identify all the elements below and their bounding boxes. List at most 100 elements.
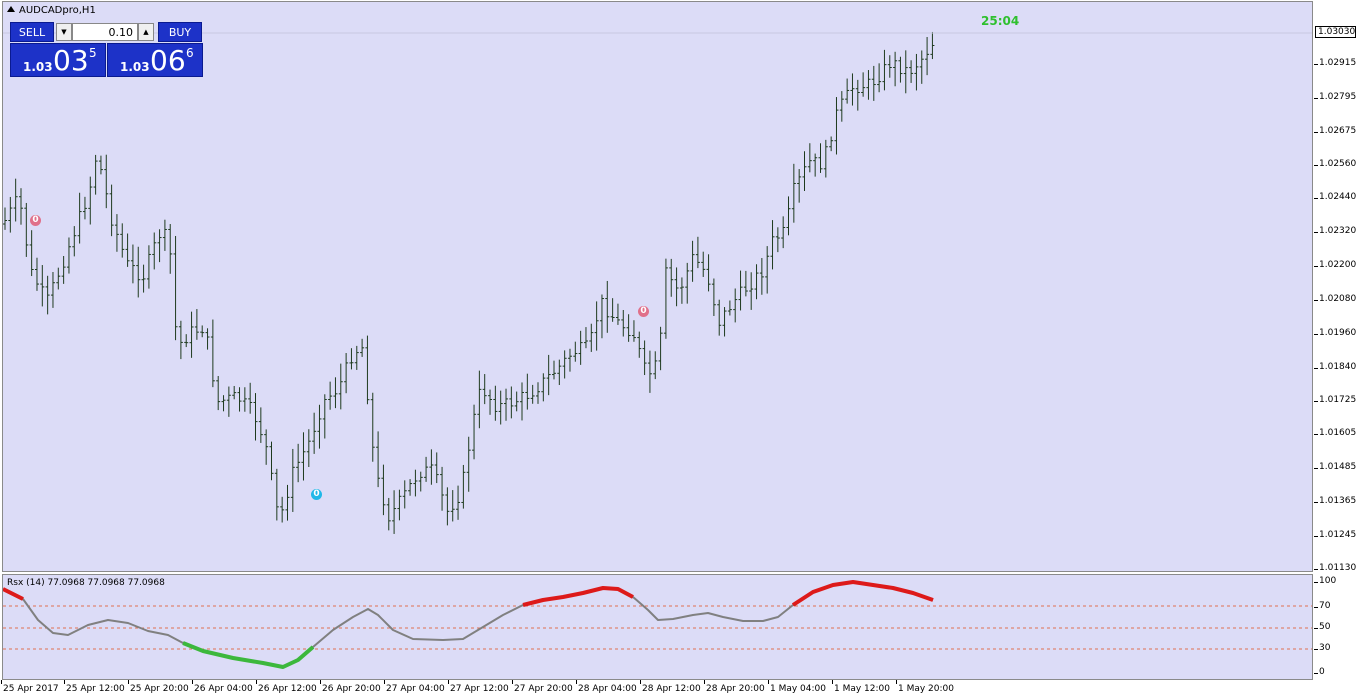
price-bar [93,154,98,195]
indicator-level-tick: 50 [1313,622,1331,632]
price-bar [237,387,242,412]
price-bar [695,236,700,269]
price-bar [482,374,487,405]
price-bar [338,363,343,410]
rsx-indicator-panel[interactable]: Rsx (14) 77.0968 77.0968 77.0968 [2,574,1313,680]
price-bar [653,351,658,380]
price-bar [797,169,802,203]
buy-button[interactable]: BUY [158,22,202,42]
price-bar [8,196,13,233]
price-bar [392,490,397,534]
sell-button[interactable]: SELL [10,22,54,42]
price-bar [781,216,786,249]
price-bar [200,325,205,338]
price-tick: 1.02200 [1313,260,1357,270]
price-bar [759,258,764,295]
price-bar [893,51,898,87]
price-bar [61,255,66,284]
indicator-level-tick: 100 [1313,576,1337,586]
price-bar [376,431,381,488]
sell-price-quote[interactable]: 1.03 03 5 [10,43,106,77]
price-bar [727,300,732,316]
price-axis[interactable]: 1.02915 1.02795 1.02675 1.02560 1.02440 … [1313,0,1358,680]
price-bar [72,226,77,257]
price-tick: 1.01725 [1313,395,1357,405]
buy-price-quote[interactable]: 1.03 06 6 [107,43,203,77]
price-bar [77,192,82,244]
price-bar [887,55,892,78]
price-bar [168,224,173,274]
price-chart-panel[interactable]: AUDCADpro,H1 25:04 SELL ▼ ▲ BUY 1.03 03 … [2,1,1313,572]
time-tick: 1 May 20:00 [896,680,954,694]
price-bar [749,272,754,310]
signal-marker: 0 [311,489,322,500]
time-tick: 27 Apr 04:00 [384,680,445,694]
triangle-up-icon [7,6,15,12]
price-bar [845,78,850,104]
signal-marker-label: 0 [32,215,39,225]
price-tick: 1.02440 [1313,192,1357,202]
price-bar [509,386,514,419]
price-tick: 1.01960 [1313,328,1357,338]
price-bar [477,370,482,429]
price-bar [34,257,39,291]
time-tick: 27 Apr 12:00 [448,680,509,694]
price-bar [88,176,93,225]
price-bar [488,389,493,415]
price-bar [402,480,407,509]
price-bar [285,484,290,521]
price-bar [802,151,807,192]
price-bar [839,91,844,122]
price-bar [621,310,626,337]
lot-decrease-button[interactable]: ▼ [56,23,72,41]
price-bar [205,328,210,350]
price-bar [429,449,434,485]
price-bar [807,143,812,173]
price-bar [685,262,690,304]
rsx-line-overbought [791,580,934,607]
rsx-line-neutral [3,581,934,668]
time-tick: 1 May 04:00 [768,680,826,694]
price-bar [280,496,285,523]
price-bar [178,320,183,360]
price-bar [418,471,423,492]
rsx-line-overbought [3,587,24,601]
price-bar [253,393,258,441]
price-bar [290,448,295,512]
sell-price-fraction: 5 [89,46,97,60]
sell-price-prefix: 1.03 [23,60,53,74]
price-bar [306,429,311,468]
signal-marker: 0 [638,306,649,317]
price-bar [125,233,130,267]
price-bar [424,456,429,482]
bar-countdown-timer: 25:04 [981,14,1020,28]
price-bar [914,53,919,91]
time-axis[interactable]: 25 Apr 2017 25 Apr 12:00 25 Apr 20:00 26… [0,680,1313,700]
price-bar [56,267,61,290]
buy-price-prefix: 1.03 [120,60,150,74]
price-bar [136,246,141,298]
price-bar [472,404,477,460]
price-bar [29,230,34,277]
price-bar [690,240,695,282]
chevron-down-icon: ▼ [61,28,67,36]
price-bar [919,50,924,84]
price-bar [370,392,375,462]
price-bar [615,303,620,325]
lot-size-input[interactable] [72,23,138,41]
price-bar [823,139,828,178]
price-bar [813,153,818,177]
buy-price-fraction: 6 [186,46,194,60]
time-tick: 28 Apr 04:00 [576,680,637,694]
price-bar [770,220,775,270]
price-bar [354,345,359,370]
price-bar [642,340,647,376]
time-tick: 26 Apr 04:00 [192,680,253,694]
lot-increase-button[interactable]: ▲ [138,23,154,41]
price-tick: 1.01840 [1313,362,1357,372]
price-tick: 1.02915 [1313,58,1357,68]
price-bar [525,373,530,410]
price-tick: 1.01365 [1313,496,1357,506]
indicator-label: Rsx (14) 77.0968 77.0968 77.0968 [7,578,165,588]
